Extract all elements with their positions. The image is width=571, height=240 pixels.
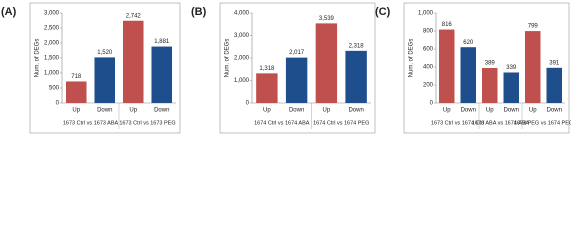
x-tick-label: Down — [97, 108, 112, 114]
bar — [256, 73, 278, 103]
bar — [122, 20, 144, 104]
y-tick-label: 2,500 — [44, 26, 60, 32]
y-tick-label: 600 — [423, 47, 434, 53]
value-label: 339 — [506, 65, 517, 71]
y-tick-label: 3,000 — [44, 11, 60, 17]
y-tick-label: 1,000 — [44, 71, 60, 77]
bar — [151, 46, 173, 103]
bar — [439, 29, 455, 104]
group-label: 1674 Ctrl vs 1674 PEG — [313, 120, 369, 126]
y-tick-label: 0 — [56, 101, 60, 107]
group-label: 1673 Ctrl vs 1674 Ctrl — [431, 120, 484, 126]
bar — [482, 67, 498, 103]
y-tick-label: 800 — [423, 29, 434, 35]
y-tick-label: 1,500 — [44, 56, 60, 62]
x-tick-label: Up — [443, 108, 451, 114]
value-label: 3,539 — [319, 16, 335, 22]
bar — [285, 57, 308, 103]
bar — [525, 31, 541, 104]
value-label: 2,742 — [126, 13, 142, 19]
x-tick-label: Up — [72, 108, 80, 114]
x-tick-label: Up — [486, 108, 494, 114]
y-tick-label: 500 — [49, 86, 60, 92]
panel-frame — [219, 2, 376, 134]
value-label: 1,881 — [154, 39, 170, 45]
group-label: 1673 ABA vs 1674 ABA — [472, 120, 530, 126]
figure: (A) Num. of DEGs 0 500 1,000 1,500 2,000 2,500 3… — [1, 2, 571, 134]
y-axis-label: Num. of DEGs — [35, 39, 41, 78]
x-tick-label: Up — [323, 108, 331, 114]
group-label: 1673 Ctrl vs 1673 PEG — [119, 120, 175, 126]
y-axis-label: Num. of DEGs — [225, 39, 231, 78]
y-tick-label: 1,000 — [418, 11, 434, 17]
x-tick-label: Down — [154, 108, 169, 114]
bar — [345, 50, 367, 103]
y-tick-label: 2,000 — [234, 56, 250, 62]
value-label: 2,017 — [289, 50, 305, 56]
group-label: 1673 Ctrl vs 1673 ABA — [63, 120, 119, 126]
y-tick-label: 4,000 — [234, 11, 250, 17]
x-tick-label: Down — [504, 108, 519, 114]
x-tick-label: Up — [263, 108, 271, 114]
x-tick-label: Up — [129, 108, 137, 114]
panel-label: (B) — [191, 6, 207, 18]
panel-frame — [403, 2, 570, 134]
y-tick-label: 2,000 — [44, 41, 60, 47]
value-label: 620 — [463, 40, 474, 46]
panel-frame — [29, 2, 181, 134]
bar — [460, 47, 476, 103]
bar — [94, 57, 116, 103]
y-tick-label: 200 — [423, 83, 434, 89]
value-label: 799 — [528, 24, 539, 30]
x-tick-label: Down — [547, 108, 562, 114]
y-axis-label: Num. of DEGs — [409, 39, 415, 78]
bar — [65, 81, 87, 103]
x-tick-label: Down — [348, 108, 363, 114]
value-label: 816 — [442, 22, 453, 28]
y-tick-label: 0 — [430, 101, 434, 107]
y-tick-label: 1,000 — [234, 78, 250, 84]
panel-label: (C) — [375, 6, 391, 18]
group-label: 1673 PEG vs 1674 PEG — [514, 120, 571, 126]
group-label: 1674 Ctrl vs 1674 ABA — [254, 120, 310, 126]
y-tick-label: 0 — [246, 101, 250, 107]
x-tick-label: Up — [529, 108, 537, 114]
value-label: 389 — [485, 61, 496, 67]
value-label: 1,318 — [259, 66, 275, 72]
x-tick-label: Down — [289, 108, 304, 114]
value-label: 391 — [549, 60, 560, 66]
value-label: 2,318 — [349, 43, 365, 49]
value-label: 1,520 — [97, 50, 113, 56]
bar — [503, 72, 519, 103]
bar — [546, 67, 562, 103]
value-label: 718 — [71, 74, 82, 80]
y-tick-label: 3,000 — [234, 33, 250, 39]
panel-label: (A) — [1, 6, 17, 18]
bar — [315, 23, 338, 104]
x-tick-label: Down — [461, 108, 476, 114]
y-tick-label: 400 — [423, 65, 434, 71]
